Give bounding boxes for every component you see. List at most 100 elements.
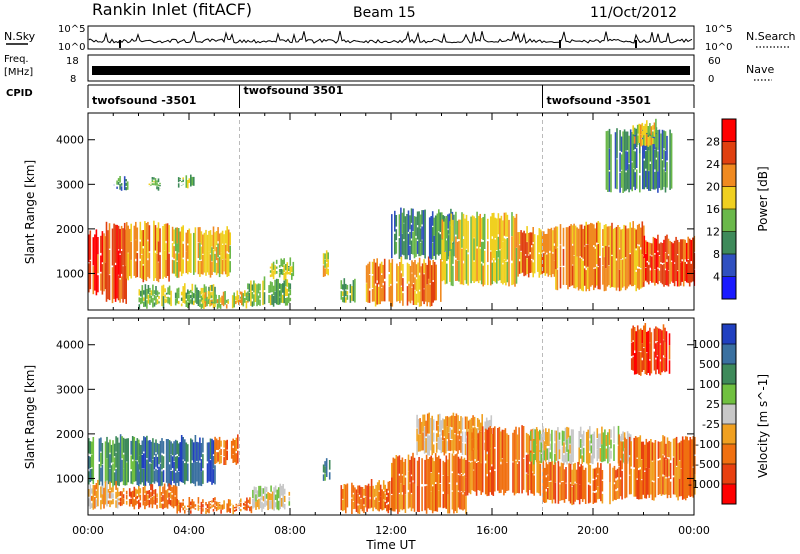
range-gate-cell [162, 470, 165, 483]
range-gate-cell [283, 488, 286, 495]
range-gate-cell [431, 415, 433, 456]
range-gate-cell [646, 128, 649, 189]
range-gate-cell [107, 500, 110, 504]
range-gate-cell [401, 233, 404, 255]
range-gate-cell [632, 356, 634, 371]
range-gate-cell [112, 498, 114, 505]
range-gate-cell [255, 487, 257, 494]
range-gate-cell [384, 484, 386, 493]
range-gate-cell [525, 454, 528, 473]
range-gate-cell [461, 212, 463, 248]
range-gate-cell [274, 494, 277, 500]
range-gate-cell [537, 436, 539, 449]
range-gate-cell [567, 438, 570, 450]
range-gate-cell [246, 497, 248, 511]
range-gate-cell [563, 469, 566, 503]
range-gate-cell [179, 179, 181, 181]
range-gate-cell [229, 232, 231, 246]
range-gate-cell [597, 474, 599, 487]
range-gate-cell [118, 502, 120, 505]
range-gate-cell [156, 290, 159, 297]
range-gate-cell [633, 136, 636, 144]
range-gate-cell [171, 470, 174, 481]
range-gate-cell [569, 454, 571, 464]
range-gate-cell [177, 457, 180, 472]
range-gate-cell [89, 469, 92, 483]
time-axis-label: Time UT [365, 538, 416, 552]
range-gate-cell [150, 484, 152, 490]
range-gate-cell [180, 226, 183, 277]
range-gate-cell [651, 243, 653, 256]
range-gate-cell [399, 262, 401, 304]
range-gate-cell [602, 266, 604, 285]
range-gate-cell [155, 286, 157, 296]
range-gate-cell [654, 149, 656, 170]
range-gate-cell [188, 497, 191, 511]
range-gate-cell [559, 484, 561, 501]
range-gate-cell [562, 463, 564, 481]
range-gate-cell [153, 177, 155, 180]
range-gate-cell [395, 455, 398, 510]
range-gate-cell [282, 484, 284, 508]
range-gate-cell [612, 467, 614, 502]
range-gate-cell [475, 463, 478, 496]
range-gate-cell [605, 224, 607, 246]
range-gate-cell [675, 436, 678, 466]
range-gate-cell [257, 283, 260, 294]
noise-left-tick-bottom: 10^0 [58, 42, 85, 53]
range-gate-cell [478, 430, 481, 491]
range-gate-cell [101, 464, 104, 488]
range-gate-cell [636, 124, 639, 134]
range-gate-cell [340, 291, 343, 300]
range-gate-cell [400, 483, 402, 510]
range-gate-cell [455, 211, 457, 235]
range-gate-cell [649, 360, 651, 376]
range-gate-cell [592, 433, 594, 465]
range-gate-cell [206, 442, 209, 462]
range-gate-cell [491, 434, 493, 465]
range-gate-cell [138, 443, 141, 456]
range-gate-cell [545, 444, 547, 462]
range-gate-cell [191, 291, 194, 298]
range-gate-cell [111, 267, 114, 304]
range-gate-cell [179, 177, 181, 180]
range-gate-cell [506, 433, 508, 462]
range-gate-cell [394, 458, 396, 512]
range-gate-cell [283, 258, 285, 265]
range-gate-cell [135, 221, 137, 240]
freq-tick-bottom: 8 [70, 74, 76, 85]
range-gate-cell [367, 483, 370, 509]
range-gate-cell [602, 247, 604, 266]
range-gate-cell [650, 332, 653, 374]
range-gate-cell [476, 427, 479, 439]
range-gate-cell [573, 223, 575, 255]
range-gate-cell [689, 437, 692, 497]
range-gate-cell [562, 482, 564, 501]
range-gate-cell [647, 126, 650, 136]
range-gate-cell [461, 417, 464, 430]
range-gate-cell [506, 214, 509, 237]
range-gate-cell [641, 139, 644, 146]
range-gate-cell [496, 218, 498, 251]
range-gate-cell [153, 457, 156, 470]
range-gate-cell [167, 287, 169, 295]
time-tick-labels: 00:00 04:00 08:00 12:00 16:00 20:00 00:00 [72, 524, 710, 537]
range-gate-cell [100, 500, 102, 510]
range-gate-cell [412, 262, 415, 283]
range-gate-cell [601, 426, 603, 445]
range-gate-cell [473, 216, 475, 238]
range-gate-cell [253, 280, 255, 293]
range-gate-cell [565, 483, 567, 499]
range-gate-cell [144, 485, 146, 494]
range-gate-cell [403, 461, 405, 485]
range-gate-cell [609, 482, 611, 505]
range-gate-cell [131, 436, 134, 460]
range-gate-cell [352, 494, 355, 501]
range-gate-cell [476, 248, 478, 282]
range-gate-cell [527, 233, 530, 255]
range-gate-cell [153, 442, 156, 456]
range-gate-cell [215, 231, 218, 246]
range-gate-cell [114, 224, 117, 263]
range-gate-cell [425, 438, 427, 453]
range-gate-cell [511, 263, 513, 286]
